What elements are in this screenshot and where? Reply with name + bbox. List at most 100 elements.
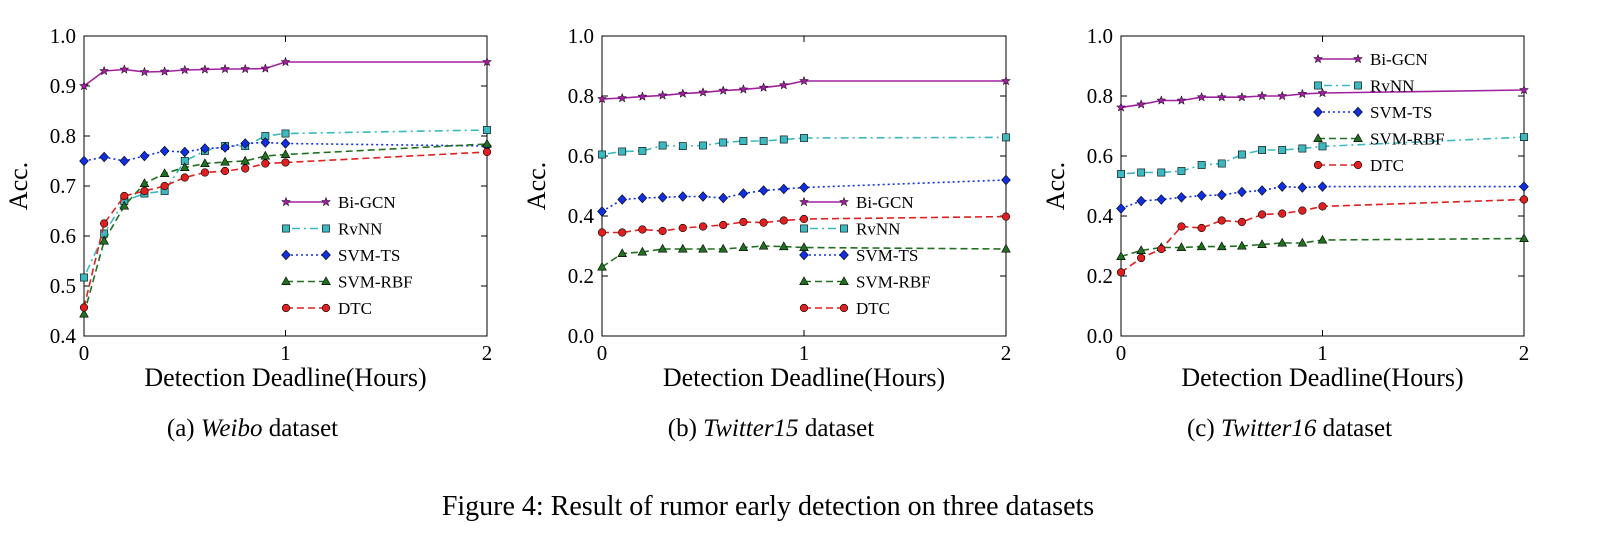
data-point — [1519, 195, 1529, 204]
legend-label: RvNN — [338, 220, 382, 239]
data-point — [1298, 144, 1307, 153]
y-axis-label: Acc. — [4, 162, 33, 210]
data-point — [159, 145, 170, 157]
data-point — [281, 158, 290, 167]
x-tick-label: 0 — [597, 341, 608, 365]
data-point — [638, 147, 647, 155]
legend-label: SVM-TS — [1370, 103, 1432, 122]
x-axis-label: Detection Deadline(Hours) — [663, 363, 945, 392]
data-point — [482, 147, 492, 157]
data-point — [139, 178, 150, 187]
data-point — [1297, 88, 1308, 99]
legend-marker — [1353, 160, 1363, 170]
data-point — [179, 162, 190, 171]
y-tick-label: 0.0 — [1087, 324, 1113, 348]
data-point — [637, 91, 648, 101]
data-point — [718, 192, 729, 204]
x-tick-label: 1 — [1317, 341, 1328, 365]
y-tick-label: 1.0 — [568, 24, 594, 48]
data-point — [99, 151, 109, 163]
data-point — [1217, 216, 1226, 225]
legend-marker — [839, 249, 849, 261]
data-point — [1317, 87, 1328, 98]
data-point — [1237, 186, 1247, 198]
data-point — [1117, 170, 1125, 178]
data-point — [718, 85, 729, 95]
data-point — [260, 137, 271, 148]
y-tick-label: 0.2 — [1087, 264, 1113, 288]
legend-label: SVM-RBF — [338, 273, 413, 292]
x-tick-label: 2 — [482, 341, 493, 365]
subcaption: (a) Weibo dataset — [167, 415, 338, 442]
data-point — [1317, 181, 1328, 192]
legend-label: SVM-RBF — [1370, 130, 1445, 149]
data-point — [1196, 91, 1207, 102]
legend-marker — [321, 249, 331, 261]
data-point — [220, 142, 230, 153]
data-point — [799, 182, 809, 193]
data-point — [759, 218, 768, 227]
legend-marker — [1352, 53, 1364, 64]
data-point — [1116, 203, 1126, 214]
data-point — [658, 141, 667, 150]
subcaption-dataset: Twitter16 — [1221, 415, 1317, 442]
data-point — [657, 90, 668, 100]
x-tick-label: 2 — [1519, 341, 1530, 365]
data-point — [1519, 233, 1529, 242]
legend-marker — [321, 276, 331, 286]
data-point — [159, 66, 170, 76]
data-point — [719, 220, 728, 230]
data-point — [80, 273, 88, 282]
data-point — [1176, 192, 1187, 203]
series-bi-gcn — [1115, 84, 1530, 112]
data-point — [1001, 243, 1011, 253]
data-point — [778, 183, 789, 195]
data-point — [1157, 244, 1166, 254]
data-point — [718, 243, 729, 253]
series-rvnn — [1117, 133, 1528, 178]
data-point — [1217, 159, 1226, 168]
data-point — [1277, 181, 1288, 192]
legend-marker — [839, 276, 849, 286]
x-tick-label: 1 — [799, 341, 810, 365]
subcaption-suffix: dataset — [262, 415, 338, 442]
data-point — [140, 186, 149, 196]
data-point — [281, 129, 290, 138]
data-point — [1176, 242, 1187, 251]
data-point — [618, 147, 627, 156]
data-point — [199, 64, 210, 74]
data-point — [1518, 84, 1530, 95]
series-svm-ts — [79, 137, 492, 167]
y-axis-label: Acc. — [1041, 162, 1070, 210]
data-point — [779, 216, 788, 225]
data-point — [1000, 75, 1012, 86]
legend-label: DTC — [338, 299, 372, 318]
data-point — [119, 200, 130, 210]
data-point — [758, 240, 769, 250]
x-tick-label: 2 — [1001, 341, 1012, 365]
data-point — [1257, 185, 1267, 196]
data-point — [1216, 91, 1227, 102]
x-axis-label: Detection Deadline(Hours) — [1181, 363, 1463, 392]
data-point — [1257, 210, 1267, 219]
legend-label: Bi-GCN — [856, 193, 914, 212]
data-point — [778, 79, 789, 90]
data-point — [638, 225, 647, 234]
data-point — [637, 246, 648, 256]
y-tick-label: 0.0 — [568, 324, 594, 348]
x-tick-label: 0 — [1116, 341, 1127, 365]
data-point — [1238, 150, 1246, 159]
data-point — [220, 166, 230, 176]
data-point — [220, 156, 230, 166]
data-point — [1318, 202, 1327, 211]
data-point — [280, 138, 291, 149]
legend-marker — [1313, 160, 1323, 170]
legend-marker — [280, 196, 292, 207]
data-point — [637, 192, 648, 204]
data-point — [78, 80, 90, 91]
data-point — [1156, 194, 1167, 205]
data-point — [597, 261, 607, 271]
legend-marker — [798, 196, 810, 207]
legend-label: Bi-GCN — [338, 193, 396, 212]
data-point — [1136, 195, 1146, 207]
